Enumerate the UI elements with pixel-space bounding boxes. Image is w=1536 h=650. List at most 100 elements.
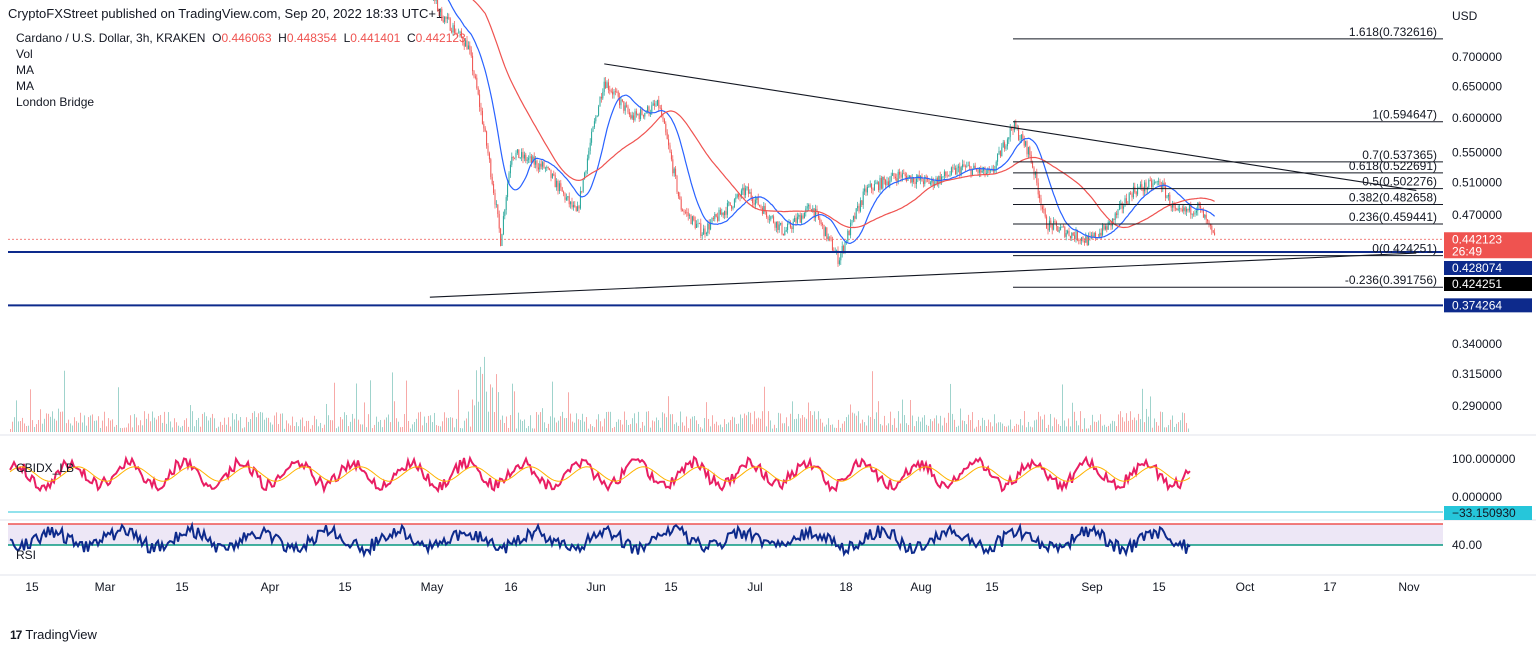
volume-bar — [858, 411, 859, 432]
candle-body — [523, 154, 525, 159]
candle-body — [908, 175, 910, 177]
candle-body — [809, 205, 811, 210]
volume-bar — [474, 405, 475, 432]
volume-bar — [552, 381, 553, 432]
volume-bar — [1078, 425, 1079, 432]
volume-bar — [144, 411, 145, 432]
candle-body — [921, 175, 923, 182]
volume-bar — [984, 420, 985, 432]
candle-body — [529, 156, 531, 159]
volume-bar — [258, 413, 259, 432]
candle-body — [719, 209, 721, 215]
legend-study-ma-1[interactable]: MA — [16, 63, 34, 77]
volume-bar — [1048, 424, 1049, 432]
volume-bar — [1080, 411, 1081, 432]
volume-bar — [1050, 413, 1051, 432]
cbidx-value-tag — [1444, 506, 1532, 520]
time-axis-tick: Aug — [910, 580, 931, 594]
candle-body — [647, 106, 649, 113]
candle-body — [1151, 180, 1153, 188]
candle-body — [1047, 228, 1049, 231]
candle-body — [743, 187, 745, 196]
volume-bar — [1114, 421, 1115, 432]
price-tag — [1444, 261, 1532, 275]
legend-study-london-bridge[interactable]: London Bridge — [16, 95, 95, 109]
volume-bar — [88, 417, 89, 432]
candle-body — [1209, 223, 1211, 226]
volume-bar — [262, 412, 263, 432]
candle-body — [626, 105, 628, 107]
volume-bar — [982, 417, 983, 432]
volume-bar — [1144, 422, 1145, 432]
legend-study-ma-2[interactable]: MA — [16, 79, 34, 93]
candle-body — [700, 223, 702, 236]
volume-bar — [1150, 396, 1151, 432]
volume-bar — [308, 420, 309, 432]
candle-body — [1071, 232, 1073, 239]
volume-bar — [1054, 417, 1055, 432]
candle-body — [868, 186, 870, 188]
candle-body — [781, 223, 783, 234]
volume-bar — [528, 426, 529, 432]
chart-canvas[interactable]: 1.618(0.732616)1(0.594647)0.7(0.537365)0… — [0, 0, 1536, 600]
footer-brand[interactable]: TradingView — [25, 627, 97, 642]
candle-body — [1125, 198, 1127, 204]
candle-body — [550, 169, 552, 178]
volume-bar — [590, 424, 591, 432]
legend-study-vol[interactable]: Vol — [16, 47, 33, 61]
candle-body — [1167, 194, 1169, 197]
volume-bar — [306, 420, 307, 432]
candle-body — [698, 223, 700, 224]
time-axis-tick: 15 — [25, 580, 39, 594]
volume-bar — [1162, 412, 1163, 432]
volume-bar — [970, 420, 971, 432]
candle-body — [544, 167, 546, 169]
volume-bar — [104, 411, 105, 432]
candle-body — [673, 168, 675, 174]
volume-bar — [548, 423, 549, 432]
candle-body — [1043, 209, 1045, 210]
volume-bar — [52, 411, 53, 432]
volume-bar — [270, 422, 271, 432]
volume-bar — [304, 426, 305, 432]
rsi-pane-label[interactable]: RSI — [16, 548, 37, 562]
volume-bar — [196, 420, 197, 432]
volume-bar — [244, 427, 245, 432]
volume-bar — [1082, 428, 1083, 432]
volume-bar — [688, 428, 689, 432]
candle-body — [757, 196, 759, 206]
time-axis-tick: May — [421, 580, 444, 594]
candle-body — [823, 224, 825, 237]
candle-body — [889, 180, 891, 186]
volume-bar — [390, 422, 391, 432]
cbidx-pane-label[interactable]: CBIDX_LB — [16, 461, 75, 475]
candle-body — [763, 205, 765, 214]
candle-body — [519, 157, 521, 159]
volume-bar — [312, 425, 313, 432]
volume-bar — [752, 424, 753, 432]
volume-bar — [872, 371, 873, 432]
fib-level-label: 0.382(0.482658) — [1349, 190, 1437, 204]
volume-bar — [702, 428, 703, 432]
volume-bar — [1168, 425, 1169, 432]
candle-body — [1051, 223, 1053, 230]
volume-bar — [536, 412, 537, 432]
candle-body — [557, 180, 559, 192]
volume-bar — [492, 387, 493, 432]
candle-body — [1156, 181, 1158, 183]
volume-bar — [252, 412, 253, 432]
volume-bar — [30, 389, 31, 432]
candle-body — [838, 260, 840, 264]
candle-body — [796, 216, 798, 223]
symbol-name[interactable]: Cardano / U.S. Dollar, 3h, KRAKEN — [16, 31, 206, 45]
candle-body — [865, 188, 867, 193]
volume-bar — [70, 423, 71, 432]
volume-bar — [836, 427, 837, 432]
candle-body — [990, 170, 992, 171]
volume-bar — [518, 412, 519, 432]
volume-bar — [742, 418, 743, 432]
volume-bar — [644, 425, 645, 432]
volume-bar — [450, 417, 451, 432]
candle-body — [745, 188, 747, 196]
volume-bar — [96, 420, 97, 432]
